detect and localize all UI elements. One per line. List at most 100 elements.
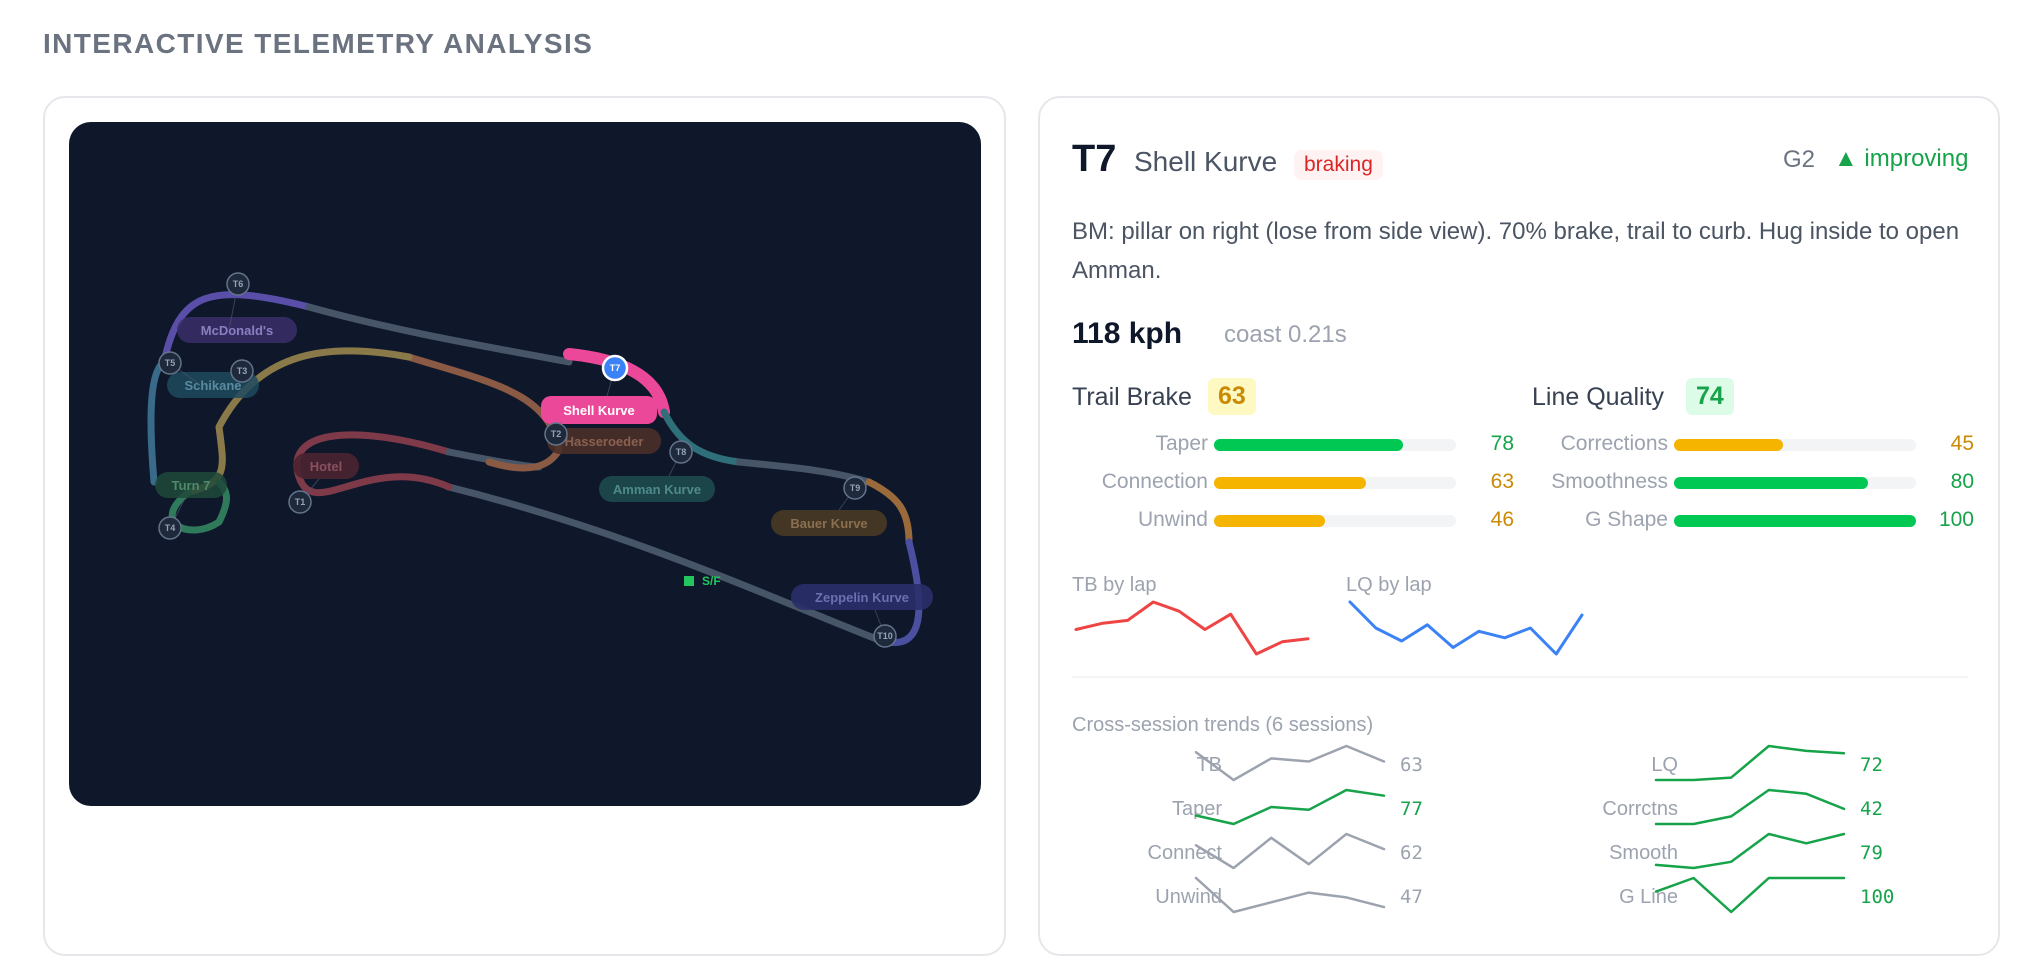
turn-label-bauer-kurve-text: Bauer Kurve xyxy=(790,516,867,531)
turn-marker-t10[interactable]: T10 xyxy=(873,624,897,648)
svg-text:T2: T2 xyxy=(551,429,562,439)
turn-detail-card: T7 Shell Kurve braking G2 ▲ improving BM… xyxy=(1038,96,2000,956)
trend-corrctns-line xyxy=(1654,788,1846,826)
track-map-card: McDonald's Schikane Turn 7 Hotel Hassero… xyxy=(43,96,1006,956)
track-map[interactable]: McDonald's Schikane Turn 7 Hotel Hassero… xyxy=(69,122,981,806)
turn-label-zeppelin-kurve-text: Zeppelin Kurve xyxy=(815,590,909,605)
turn-marker-t5[interactable]: T5 xyxy=(158,351,182,375)
trend-taper-sparkline xyxy=(1194,788,1386,826)
turn-marker-t2[interactable]: T2 xyxy=(544,422,568,446)
trend-connect-value: 62 xyxy=(1400,842,1423,864)
taper-bar-fill xyxy=(1214,439,1403,451)
turn-label-turn7[interactable]: Turn 7 xyxy=(155,472,227,498)
trend-g-line-value: 100 xyxy=(1860,886,1895,908)
turn-marker-t3[interactable]: T3 xyxy=(230,359,254,383)
lq-by-lap-line xyxy=(1348,600,1584,656)
trend-tb-label: TB xyxy=(1196,754,1222,776)
start-finish-marker: S/F xyxy=(684,574,721,588)
turn-name: Shell Kurve xyxy=(1134,146,1278,177)
track-segment-t6 xyxy=(160,291,313,366)
trail-brake-score: 63 xyxy=(1208,378,1256,415)
trend-taper-label: Taper xyxy=(1171,798,1222,820)
turn-label-schikane-text: Schikane xyxy=(184,378,241,393)
svg-text:T6: T6 xyxy=(233,279,244,289)
trend-lq-sparkline xyxy=(1654,744,1846,782)
turn-label-amman-kurve-text: Amman Kurve xyxy=(613,482,701,497)
taper-value: 78 xyxy=(1490,432,1514,455)
trend-taper-value: 77 xyxy=(1400,798,1423,820)
track-segment-t9 xyxy=(865,478,913,546)
svg-text:T5: T5 xyxy=(165,358,176,368)
turn-label-hasseroeder[interactable]: Hasseroeder xyxy=(547,428,661,454)
trend-corrctns-label: Corrctns xyxy=(1602,798,1678,820)
track-segment-t2 xyxy=(405,353,563,472)
svg-text:T1: T1 xyxy=(295,497,306,507)
turn-marker-t6[interactable]: T6 xyxy=(226,272,250,296)
track-segment-t5 xyxy=(147,358,168,486)
trend-corrctns-sparkline xyxy=(1654,788,1846,826)
turn-label-hotel[interactable]: Hotel xyxy=(293,453,359,479)
track-map-svg[interactable]: McDonald's Schikane Turn 7 Hotel Hassero… xyxy=(69,122,981,806)
trend-corrctns-value: 42 xyxy=(1860,798,1883,820)
turn-label-shell-kurve[interactable]: Shell Kurve xyxy=(541,396,657,424)
turn-label-hasseroeder-text: Hasseroeder xyxy=(565,434,644,449)
turn-label-turn7-text: Turn 7 xyxy=(172,478,211,493)
turn-code: T7 xyxy=(1072,138,1117,180)
trend-taper-line xyxy=(1194,788,1386,826)
coast-value: coast 0.21s xyxy=(1224,321,1347,348)
turn-note: BM: pillar on right (lose from side view… xyxy=(1072,218,1960,284)
unwind-bar xyxy=(1214,515,1456,527)
trend-smooth-line xyxy=(1654,832,1846,870)
turn-label-amman-kurve[interactable]: Amman Kurve xyxy=(599,476,715,502)
g-shape-label: G Shape xyxy=(1585,508,1668,531)
turn-label-zeppelin-kurve[interactable]: Zeppelin Kurve xyxy=(791,584,933,610)
g-shape-bar-fill xyxy=(1674,515,1916,527)
track-segment-t4 xyxy=(168,478,230,534)
taper-label: Taper xyxy=(1155,432,1208,455)
trend-indicator: ▲ improving xyxy=(1834,145,1969,172)
smoothness-label: Smoothness xyxy=(1551,470,1668,493)
turn-marker-t4[interactable]: T4 xyxy=(158,516,182,540)
trend-lq-value: 72 xyxy=(1860,754,1883,776)
lq-by-lap-sparkline xyxy=(1348,600,1584,656)
connection-bar xyxy=(1214,477,1456,489)
page-title: INTERACTIVE TELEMETRY ANALYSIS xyxy=(43,28,594,59)
trail-brake-title: Trail Brake xyxy=(1072,383,1192,411)
corrections-label: Corrections xyxy=(1560,432,1668,455)
trend-smooth-sparkline xyxy=(1654,832,1846,870)
unwind-value: 46 xyxy=(1490,508,1514,531)
track-segment-t7-t8 xyxy=(660,408,743,466)
trend-lq-label: LQ xyxy=(1651,754,1678,776)
turn-label-mcdonalds[interactable]: McDonald's xyxy=(177,317,297,343)
svg-text:T7: T7 xyxy=(610,363,621,373)
turn-label-bauer-kurve[interactable]: Bauer Kurve xyxy=(771,510,887,536)
corrections-bar-fill xyxy=(1674,439,1783,451)
phase-badge: braking xyxy=(1294,150,1383,180)
tb-by-lap-line xyxy=(1074,600,1310,656)
taper-bar xyxy=(1214,439,1456,451)
track-segment-main-straight xyxy=(445,483,883,644)
trend-g-line-line xyxy=(1654,876,1846,914)
track-segment-back-straight xyxy=(305,303,573,366)
turn-marker-t1[interactable]: T1 xyxy=(288,490,312,514)
trend-lq-line xyxy=(1654,744,1846,782)
connection-bar-fill xyxy=(1214,477,1367,489)
turn-marker-t7-selected[interactable]: T7 xyxy=(601,354,629,382)
smoothness-bar xyxy=(1674,477,1916,489)
tb-by-lap-sparkline xyxy=(1074,600,1310,656)
trend-connect-label: Connect xyxy=(1147,842,1223,864)
tb-by-lap-label: TB by lap xyxy=(1072,574,1157,596)
trend-connect-sparkline xyxy=(1194,832,1386,870)
trend-g-line-label: G Line xyxy=(1619,886,1678,908)
line-quality-title: Line Quality xyxy=(1532,383,1665,411)
section-divider xyxy=(1072,676,1968,678)
g-shape-bar xyxy=(1674,515,1916,527)
turn-marker-t9[interactable]: T9 xyxy=(843,476,867,500)
turn-marker-t8[interactable]: T8 xyxy=(669,440,693,464)
unwind-bar-fill xyxy=(1214,515,1326,527)
g-shape-value: 100 xyxy=(1938,508,1974,531)
corrections-bar xyxy=(1674,439,1916,451)
track-segment-t1-hairpin xyxy=(293,431,453,497)
cross-session-title: Cross-session trends (6 sessions) xyxy=(1072,714,1374,736)
lq-by-lap-label: LQ by lap xyxy=(1346,574,1432,596)
